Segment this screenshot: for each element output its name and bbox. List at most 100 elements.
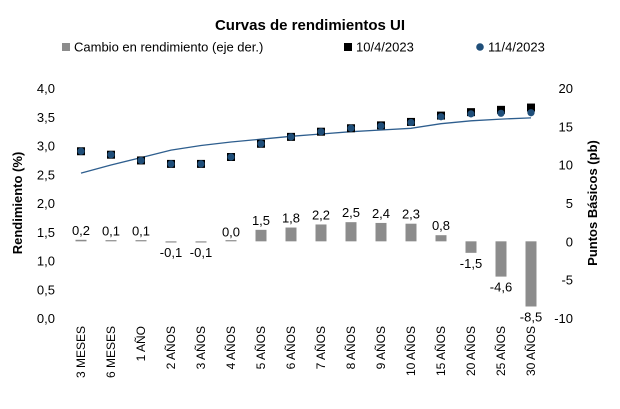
bar: [255, 229, 267, 242]
bar-data-label: 0,8: [432, 218, 450, 233]
legend: Cambio en rendimiento (eje der.) 10/4/20…: [62, 40, 545, 55]
bar-data-label: -0,1: [160, 245, 182, 260]
y-left-tick-label: 0,5: [37, 282, 55, 297]
bar-data-label: 0,1: [102, 224, 120, 239]
bar: [465, 241, 477, 253]
bar: [165, 241, 177, 243]
bar-data-label: 2,4: [372, 206, 390, 221]
bar-data-label: -0,1: [190, 245, 212, 260]
x-category-label: 5 AÑOS: [254, 326, 268, 369]
y-left-tick-label: 1,5: [37, 225, 55, 240]
x-category-label: 4 AÑOS: [224, 326, 238, 369]
bar: [495, 241, 507, 277]
legend-label-bar: Cambio en rendimiento (eje der.): [74, 40, 263, 55]
marker-circle: [107, 151, 115, 159]
y-left-tick-label: 3,5: [37, 110, 55, 125]
marker-circle: [77, 147, 85, 155]
y-right-tick-label: 0: [566, 234, 573, 249]
marker-series-11-4-2023: [77, 109, 535, 168]
bar-data-label: -4,6: [490, 280, 512, 295]
y-left-tick-label: 4,0: [37, 81, 55, 96]
bar-data-label: 2,2: [312, 207, 330, 222]
bar-data-label: 0,1: [132, 224, 150, 239]
y-left-tick-label: 1,0: [37, 254, 55, 269]
y-right-tick-label: -5: [561, 273, 573, 288]
y-left-tick-label: 2,0: [37, 196, 55, 211]
bar: [525, 241, 537, 307]
chart-title: Curvas de rendimientos UI: [215, 17, 405, 34]
y-axis-left-ticks: 0,0 0,5 1,0 1,5 2,0 2,5 3,0 3,5 4,0: [37, 81, 55, 326]
marker-circle: [467, 110, 475, 118]
bar: [105, 240, 117, 242]
x-category-label: 25 AÑOS: [494, 326, 508, 376]
y-left-tick-label: 2,5: [37, 167, 55, 182]
x-category-label: 9 AÑOS: [374, 326, 388, 369]
legend-label-series-2: 11/4/2023: [488, 40, 545, 55]
y-axis-right-title: Puntos Básicos (pb): [585, 140, 600, 266]
bar: [435, 235, 447, 242]
bar-data-label: 0,2: [72, 223, 90, 238]
marker-circle: [197, 160, 205, 168]
x-axis-category-labels: 3 MESES 6 MESES 1 AÑO 2 AÑOS 3 AÑOS 4 AÑOS 5 A…: [74, 326, 538, 378]
marker-circle: [287, 133, 295, 141]
marker-circle: [257, 140, 265, 148]
legend-swatch-circle: [476, 43, 484, 51]
legend-swatch-bar: [62, 43, 70, 51]
x-category-label: 3 AÑOS: [194, 326, 208, 369]
bar: [75, 239, 87, 242]
y-axis-right-ticks: -10 -5 0 5 10 15 20: [554, 81, 573, 326]
bar: [375, 222, 387, 242]
y-right-tick-label: 5: [566, 196, 573, 211]
bar-data-label: 1,5: [252, 213, 270, 228]
bar: [195, 241, 207, 243]
legend-label-series-1: 10/4/2023: [356, 40, 414, 55]
bar: [285, 227, 297, 242]
marker-circle: [497, 109, 505, 117]
marker-circle: [527, 109, 535, 117]
x-category-label: 1 AÑO: [134, 326, 148, 361]
bar-data-label: 2,5: [342, 205, 360, 220]
x-category-label: 20 AÑOS: [464, 326, 478, 376]
y-left-tick-label: 0,0: [37, 311, 55, 326]
x-category-label: 7 AÑOS: [314, 326, 328, 369]
y-axis-left-title: Rendimiento (%): [10, 152, 25, 255]
bar-data-label: 2,3: [402, 207, 420, 222]
marker-square: [527, 103, 535, 112]
marker-circle: [437, 113, 445, 121]
y-right-tick-label: 20: [559, 81, 573, 96]
marker-circle: [167, 160, 175, 168]
bar-data-labels: 0,2 0,1 0,1 -0,1 -0,1 0,0 1,5 1,8 2,2 2,5 2,4 2,3 0,…: [72, 205, 542, 324]
marker-circle: [347, 124, 355, 132]
x-category-label: 15 AÑOS: [434, 326, 448, 376]
bar-data-label: 0,0: [222, 224, 240, 239]
fit-curve-line: [80, 117, 532, 174]
bar: [225, 240, 237, 242]
marker-circle: [407, 118, 415, 127]
y-right-tick-label: -10: [554, 311, 573, 326]
marker-circle: [377, 122, 385, 130]
bar: [135, 240, 147, 242]
y-left-tick-label: 3,0: [37, 139, 55, 154]
y-right-tick-label: 10: [559, 158, 573, 173]
marker-circle: [317, 128, 325, 136]
x-category-label: 8 AÑOS: [344, 326, 358, 369]
x-category-label: 6 AÑOS: [284, 326, 298, 369]
x-category-label: 3 MESES: [74, 326, 88, 378]
x-category-label: 30 AÑOS: [524, 326, 538, 376]
bar-series: [75, 222, 537, 307]
marker-circle: [227, 153, 235, 161]
y-right-tick-label: 15: [559, 119, 573, 134]
bar-data-label: -1,5: [460, 256, 482, 271]
bar: [345, 222, 357, 242]
legend-swatch-square: [344, 43, 352, 51]
x-category-label: 6 MESES: [104, 326, 118, 378]
bar-data-label: 1,8: [282, 211, 300, 226]
marker-circle: [137, 156, 145, 165]
bar: [315, 224, 327, 242]
bar: [405, 223, 417, 242]
x-category-label: 10 AÑOS: [404, 326, 418, 376]
x-category-label: 2 AÑOS: [164, 326, 178, 369]
bar-data-label: -8,5: [520, 310, 542, 325]
